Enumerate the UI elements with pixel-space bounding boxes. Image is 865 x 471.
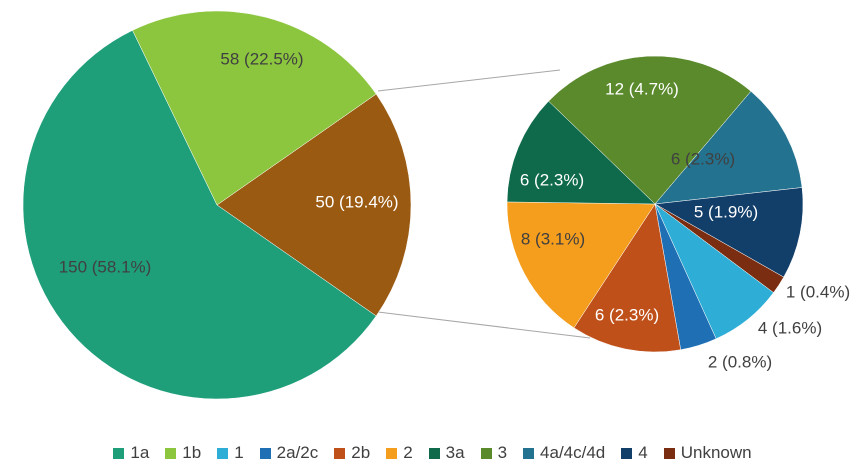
secondary-data-label: 6 (2.3%) [520, 170, 584, 189]
primary-slice-1b [132, 10, 377, 206]
primary-data-label: 150 (58.1%) [59, 257, 152, 276]
legend-item: 4a/4c/4d [523, 443, 605, 463]
legend-label: 1b [182, 443, 202, 462]
primary-data-label: 58 (22.5%) [220, 49, 303, 68]
legend-label: 2b [351, 443, 371, 462]
secondary-slice-4a-4c-4d [654, 90, 803, 205]
connector-line-bottom [377, 311, 591, 339]
legend-label: 2a/2c [276, 443, 319, 462]
legend-label: 1a [130, 443, 150, 462]
pie-of-pie-chart: 50 (19.4%) 150 (58.1%) 58 (22.5%) 12 (4.7%)… [22, 10, 850, 400]
primary-data-label: 50 (19.4%) [315, 192, 398, 211]
secondary-slice-3 [548, 55, 752, 205]
secondary-data-label: 8 (3.1%) [521, 229, 585, 248]
legend-swatch [165, 447, 177, 459]
legend-swatch [217, 447, 229, 459]
legend-item: 4 [621, 443, 648, 463]
secondary-data-label: 6 (2.3%) [671, 149, 735, 168]
secondary-slice-2b [573, 203, 681, 353]
legend-swatch [523, 447, 535, 459]
legend-item: 3a [428, 443, 465, 463]
secondary-data-label: 4 (1.6%) [758, 318, 822, 337]
legend-swatch [113, 447, 125, 459]
legend-swatch [480, 447, 492, 459]
secondary-data-label: 2 (0.8%) [708, 352, 772, 371]
legend-label: 4a/4c/4d [540, 443, 606, 462]
secondary-data-label: 12 (4.7%) [605, 79, 679, 98]
secondary-slice-2 [506, 201, 656, 329]
legend-item: 2 [386, 443, 413, 463]
legend-label: Unknown [680, 443, 752, 462]
legend-item: 3 [480, 443, 508, 463]
legend-swatch [386, 447, 398, 459]
primary-slice-other [216, 93, 412, 317]
legend-label: 3a [445, 443, 465, 462]
legend-swatch [621, 447, 633, 459]
legend-item: Unknown [663, 443, 752, 463]
legend-swatch [259, 447, 271, 459]
connector-line-top [377, 69, 561, 92]
legend-item: 2b [334, 443, 370, 463]
secondary-data-label: 1 (0.4%) [786, 282, 850, 301]
legend-swatch [663, 447, 675, 459]
secondary-data-label: 5 (1.9%) [694, 202, 758, 221]
legend-label: 2 [403, 443, 413, 462]
secondary-data-label: 6 (2.3%) [595, 305, 659, 324]
legend: 1a 1b 1 2a/2c 2b 2 3a 3 4a/4c/4d 4 Unknown [0, 443, 865, 463]
legend-label: 4 [638, 443, 648, 462]
legend-item: 2a/2c [259, 443, 319, 463]
primary-slice-1a [22, 30, 377, 400]
legend-item: 1a [113, 443, 149, 463]
legend-label: 1 [234, 443, 244, 462]
legend-swatch [428, 447, 440, 459]
legend-item: 1 [217, 443, 244, 463]
secondary-slice-3a [506, 100, 656, 205]
legend-label: 3 [497, 443, 508, 462]
legend-swatch [334, 447, 346, 459]
secondary-slice-4 [654, 187, 804, 278]
legend-item: 1b [165, 443, 201, 463]
